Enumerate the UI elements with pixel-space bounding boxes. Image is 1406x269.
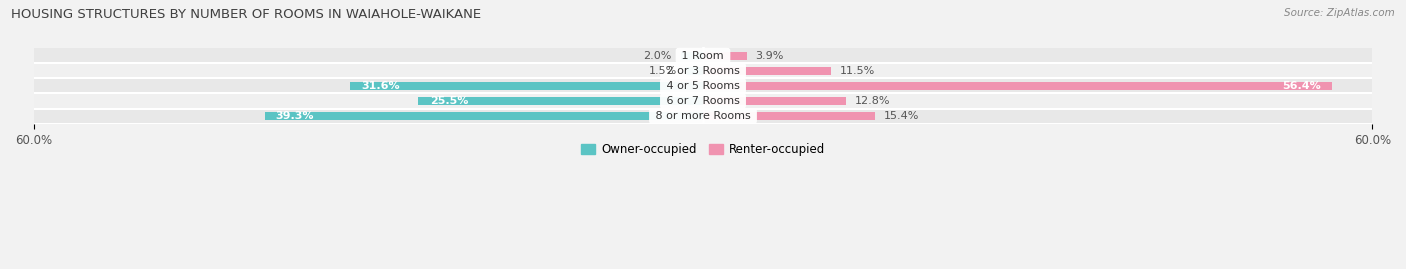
Text: 6 or 7 Rooms: 6 or 7 Rooms <box>662 96 744 106</box>
Bar <box>686 67 703 75</box>
Bar <box>34 78 1372 93</box>
Bar <box>34 63 1372 78</box>
Text: 3.9%: 3.9% <box>755 51 783 61</box>
Text: 8 or more Rooms: 8 or more Rooms <box>652 111 754 121</box>
Bar <box>703 82 1333 90</box>
Text: 4 or 5 Rooms: 4 or 5 Rooms <box>662 81 744 91</box>
Text: Source: ZipAtlas.com: Source: ZipAtlas.com <box>1284 8 1395 18</box>
Bar <box>419 97 703 105</box>
Bar <box>703 52 747 59</box>
Bar <box>681 52 703 59</box>
Text: 1 Room: 1 Room <box>679 51 727 61</box>
Text: 15.4%: 15.4% <box>884 111 920 121</box>
Bar <box>350 82 703 90</box>
Text: 11.5%: 11.5% <box>841 66 876 76</box>
Text: 25.5%: 25.5% <box>430 96 468 106</box>
Text: 1.5%: 1.5% <box>650 66 678 76</box>
Text: 56.4%: 56.4% <box>1282 81 1322 91</box>
Bar <box>703 112 875 120</box>
Text: 2 or 3 Rooms: 2 or 3 Rooms <box>662 66 744 76</box>
Legend: Owner-occupied, Renter-occupied: Owner-occupied, Renter-occupied <box>576 139 830 161</box>
Bar <box>34 93 1372 109</box>
Text: 12.8%: 12.8% <box>855 96 890 106</box>
Bar <box>703 97 846 105</box>
Text: 2.0%: 2.0% <box>644 51 672 61</box>
Bar <box>703 67 831 75</box>
Text: HOUSING STRUCTURES BY NUMBER OF ROOMS IN WAIAHOLE-WAIKANE: HOUSING STRUCTURES BY NUMBER OF ROOMS IN… <box>11 8 481 21</box>
Bar <box>34 48 1372 63</box>
Bar <box>264 112 703 120</box>
Text: 39.3%: 39.3% <box>276 111 314 121</box>
Bar <box>34 109 1372 124</box>
Text: 31.6%: 31.6% <box>361 81 401 91</box>
